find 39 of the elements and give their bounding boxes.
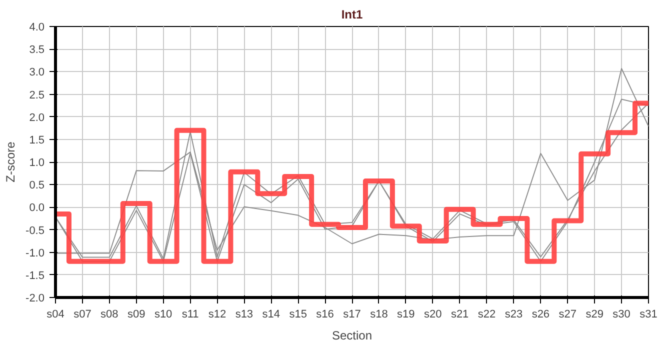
- x-tick-label: s29: [586, 308, 604, 320]
- y-tick-label: 1.0: [29, 157, 45, 169]
- x-tick-label: s27: [558, 308, 577, 320]
- x-tick-label: s30: [612, 308, 630, 320]
- chart-title: Int1: [341, 8, 363, 22]
- x-tick-label: s18: [370, 308, 388, 320]
- y-tick-label: 0.5: [29, 180, 45, 192]
- x-tick-label: s20: [424, 308, 442, 320]
- y-tick-label: 2.5: [29, 89, 45, 102]
- x-tick-label: s12: [208, 308, 226, 320]
- y-tick-label: 1.5: [29, 134, 45, 146]
- x-tick-label: s31: [640, 308, 658, 320]
- x-tick-label: s13: [235, 308, 254, 320]
- y-axis-title: Z-score: [4, 141, 18, 182]
- y-tick-label: -1.5: [26, 270, 45, 282]
- x-tick-label: s09: [127, 308, 146, 320]
- x-tick-label: s04: [46, 308, 64, 320]
- y-tick-label: 4.0: [29, 22, 45, 34]
- x-tick-label: s14: [262, 308, 280, 320]
- y-tick-label: 3.5: [29, 44, 45, 56]
- x-tick-label: s21: [450, 308, 469, 320]
- x-tick-label: s17: [343, 308, 361, 320]
- x-tick-label: s08: [100, 308, 118, 320]
- x-tick-label: s11: [182, 308, 199, 320]
- x-tick-label: s15: [289, 308, 307, 320]
- y-tick-label: -1.0: [26, 247, 45, 260]
- x-tick-label: s23: [504, 308, 523, 320]
- x-axis-title: Section: [332, 328, 372, 342]
- x-tick-label: s26: [532, 308, 550, 320]
- x-tick-label: s10: [154, 308, 172, 320]
- y-tick-label: 2.0: [29, 112, 45, 124]
- x-tick-label: s22: [478, 308, 496, 320]
- y-tick-label: -0.5: [26, 224, 45, 237]
- x-tick-label: s19: [397, 308, 415, 320]
- x-tick-label: s07: [74, 308, 92, 320]
- y-tick-label: 0.0: [29, 202, 45, 214]
- y-tick-label: 3.0: [29, 66, 45, 79]
- y-tick-label: -2.0: [26, 292, 45, 304]
- x-tick-label: s16: [316, 308, 334, 320]
